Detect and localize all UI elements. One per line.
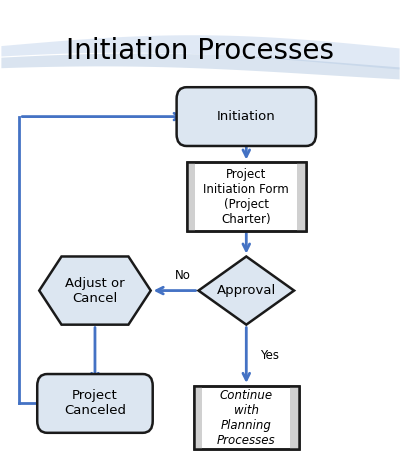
Bar [186,162,306,231]
Bar [194,386,202,449]
Text: Yes: Yes [260,349,279,362]
Bar [194,386,299,449]
Text: Initiation Processes: Initiation Processes [67,37,334,65]
Polygon shape [1,35,400,70]
Text: No: No [175,269,190,282]
Text: Project
Canceled: Project Canceled [64,389,126,418]
Text: Adjust or
Cancel: Adjust or Cancel [65,277,125,305]
Polygon shape [1,53,400,79]
Bar [186,162,195,231]
FancyBboxPatch shape [176,87,316,146]
Bar [186,162,306,231]
Text: Approval: Approval [217,284,276,297]
Text: Project
Initiation Form
(Project
Charter): Project Initiation Form (Project Charter… [203,167,289,226]
Polygon shape [39,256,151,324]
FancyBboxPatch shape [37,374,153,433]
Text: Continue
with
Planning
Processes: Continue with Planning Processes [217,388,275,447]
Bar [290,386,299,449]
Bar [194,386,299,449]
Text: Initiation: Initiation [217,110,275,123]
Bar [297,162,306,231]
Polygon shape [198,256,294,324]
